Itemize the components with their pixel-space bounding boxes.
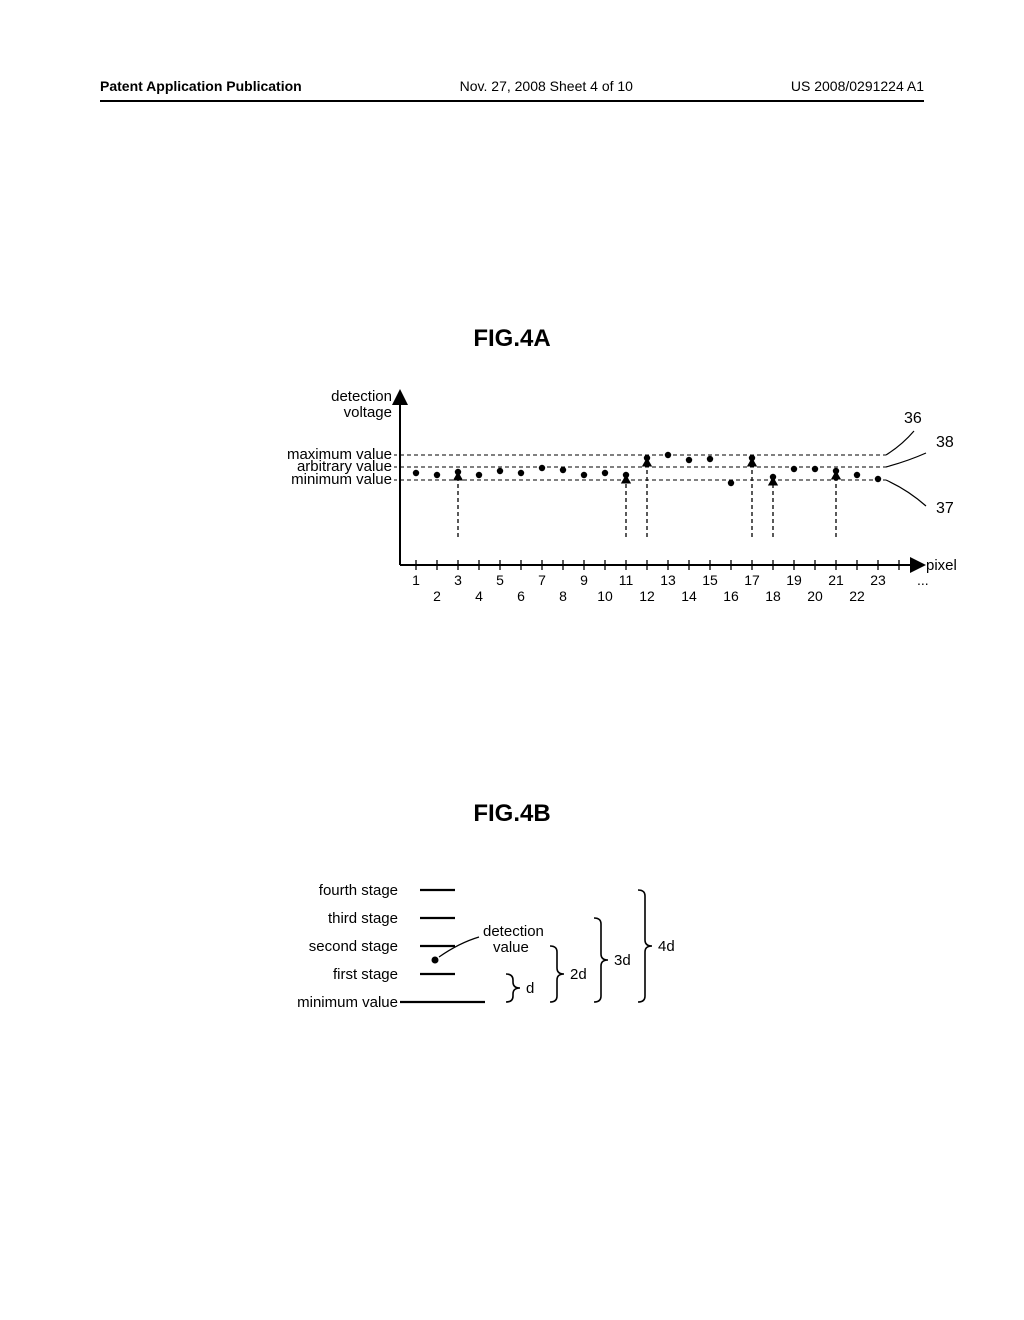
leader-line <box>886 453 926 467</box>
leader-label: 36 <box>904 410 922 427</box>
x-tick-label: 4 <box>475 588 483 604</box>
x-tick-label: 17 <box>744 572 760 588</box>
x-tick-label: 7 <box>538 572 546 588</box>
data-point <box>623 472 629 478</box>
leader-line <box>886 480 926 506</box>
data-point <box>560 467 566 473</box>
x-tick-label: 6 <box>517 588 525 604</box>
x-tick-label: 12 <box>639 588 655 604</box>
y-axis-label-line1: detection <box>331 388 392 405</box>
data-point <box>539 465 545 471</box>
fig4b-diagram: fourth stage third stage second stage first… <box>250 870 810 1040</box>
x-tick-label: 8 <box>559 588 567 604</box>
stage-label: minimum value <box>297 994 398 1011</box>
x-tick-label: 15 <box>702 572 718 588</box>
x-tick-label: 5 <box>496 572 504 588</box>
x-ellipsis: ... <box>917 572 929 588</box>
brace <box>638 890 652 1002</box>
data-point <box>497 468 503 474</box>
x-tick-label: 16 <box>723 588 739 604</box>
data-point <box>455 469 461 475</box>
leader-label: 37 <box>936 500 954 517</box>
x-tick-label: 1 <box>412 572 420 588</box>
x-axis-label: pixel <box>926 557 957 574</box>
x-tick-label: 3 <box>454 572 462 588</box>
stage-label: first stage <box>333 966 398 983</box>
detection-label-line2: value <box>493 939 529 956</box>
x-tick-label: 2 <box>433 588 441 604</box>
data-point <box>728 480 734 486</box>
brace <box>550 946 564 1002</box>
fig4b-title: FIG.4B <box>0 800 1024 828</box>
fig4a-chart: detectionvoltagepixelmaximum valuearbitr… <box>200 380 960 660</box>
data-point <box>854 472 860 478</box>
x-tick-label: 10 <box>597 588 613 604</box>
data-point <box>749 455 755 461</box>
header-left: Patent Application Publication <box>100 78 302 94</box>
data-point <box>770 474 776 480</box>
fig4a-title: FIG.4A <box>0 325 1024 353</box>
data-point <box>812 466 818 472</box>
data-point <box>581 472 587 478</box>
brace-label: d <box>526 980 534 997</box>
y-axis-label-line2: voltage <box>344 404 392 421</box>
x-tick-label: 9 <box>580 572 588 588</box>
page: Patent Application Publication Nov. 27, … <box>0 0 1024 1320</box>
brace <box>594 918 608 1002</box>
brace <box>506 974 520 1002</box>
data-point <box>707 456 713 462</box>
stage-label: third stage <box>328 910 398 927</box>
x-tick-label: 13 <box>660 572 676 588</box>
detection-label-line1: detection <box>483 923 544 940</box>
header-rule <box>100 100 924 102</box>
x-tick-label: 11 <box>619 572 634 588</box>
data-point <box>602 470 608 476</box>
data-point <box>686 457 692 463</box>
x-tick-label: 21 <box>828 572 844 588</box>
x-tick-label: 20 <box>807 588 823 604</box>
leader-label: 38 <box>936 434 954 451</box>
page-header: Patent Application Publication Nov. 27, … <box>0 78 1024 94</box>
x-tick-label: 19 <box>786 572 802 588</box>
header-center: Nov. 27, 2008 Sheet 4 of 10 <box>460 78 633 94</box>
data-point <box>476 472 482 478</box>
data-point <box>644 455 650 461</box>
detection-point <box>432 957 439 964</box>
data-point <box>434 472 440 478</box>
x-tick-label: 18 <box>765 588 781 604</box>
data-point <box>665 452 671 458</box>
header-right: US 2008/0291224 A1 <box>791 78 924 94</box>
brace-label: 4d <box>658 938 675 955</box>
data-point <box>833 468 839 474</box>
data-point <box>791 466 797 472</box>
data-point <box>518 470 524 476</box>
x-tick-label: 22 <box>849 588 865 604</box>
brace-label: 2d <box>570 966 587 983</box>
ref-label-2: minimum value <box>291 471 392 488</box>
stage-label: fourth stage <box>319 882 398 899</box>
leader-line <box>886 431 914 455</box>
brace-label: 3d <box>614 952 631 969</box>
data-point <box>413 470 419 476</box>
x-tick-label: 23 <box>870 572 886 588</box>
stage-label: second stage <box>309 938 398 955</box>
data-point <box>875 476 881 482</box>
x-tick-label: 14 <box>681 588 697 604</box>
